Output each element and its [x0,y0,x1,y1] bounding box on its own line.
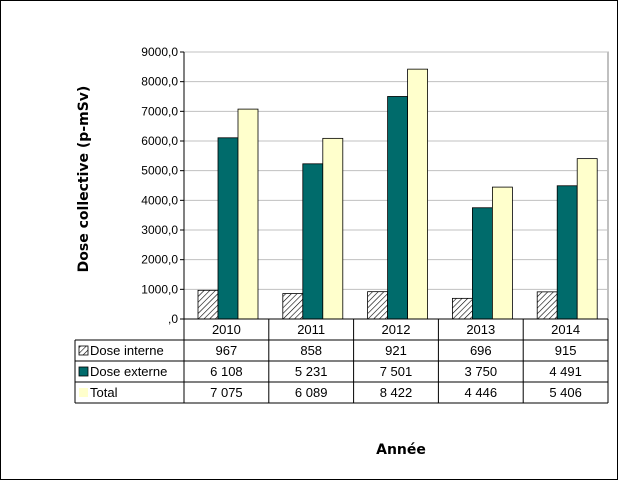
legend-key [78,366,89,377]
bar-dose-interne-2014 [536,291,558,320]
data-label: 7 075 [210,385,243,400]
legend-entry: Dose interne [90,343,164,358]
data-label: 967 [216,343,238,358]
data-label: 915 [555,343,577,358]
y-tick-label: 2000,0 [141,253,178,267]
bar-total-2010 [237,108,259,320]
bar-dose-externe-2013 [471,207,493,320]
bar-total-2011 [322,137,344,320]
data-label: 7 501 [380,364,413,379]
data-label: 5 406 [549,385,582,400]
legend-entry: Dose externe [90,364,167,379]
bar-total-2013 [491,186,513,320]
y-tick-label: 3000,0 [141,223,178,237]
y-axis-ticks: ,0 1000,0 2000,0 3000,0 4000,0 5000,0 6000,0 70… [141,45,184,326]
data-label: 4 446 [465,385,498,400]
bar-dose-externe-2012 [387,96,409,320]
x-tick-label: 2014 [551,322,580,337]
bar-dose-interne-2011 [282,293,304,320]
bar-dose-externe-2010 [217,137,239,320]
bar-total-2014 [576,158,598,320]
legend-key [78,345,89,356]
y-tick-label: 5000,0 [141,164,178,178]
y-tick-label: ,0 [168,312,178,326]
x-axis-title: Année [376,442,426,458]
x-tick-label: 2013 [466,322,495,337]
data-table: 2010 2011 2012 2013 2014 Dose interne 967 858 92… [74,318,609,404]
data-label: 696 [470,343,492,358]
data-label: 921 [385,343,407,358]
x-tick-label: 2010 [212,322,241,337]
data-label: 4 491 [549,364,582,379]
x-tick-label: 2012 [382,322,411,337]
data-label: 6 089 [295,385,328,400]
bar-dose-interne-2010 [197,289,219,320]
legend-entry: Total [90,385,118,400]
y-tick-label: 6000,0 [141,134,178,148]
data-label: 6 108 [210,364,243,379]
y-tick-label: 9000,0 [141,45,178,59]
bar-dose-externe-2011 [302,163,324,320]
bar-dose-interne-2012 [367,291,389,320]
bar-dose-interne-2013 [451,297,473,320]
bars [197,68,598,320]
legend-key [79,388,88,397]
data-label: 8 422 [380,385,413,400]
x-tick-label: 2011 [297,322,325,337]
y-tick-label: 7000,0 [141,104,178,118]
bar-total-2012 [407,68,429,320]
y-tick-label: 8000,0 [141,75,178,89]
y-axis-title: Dose collective (p-mSv) [76,86,92,273]
data-label: 3 750 [465,364,498,379]
data-label: 5 231 [295,364,328,379]
bar-dose-externe-2014 [556,185,578,320]
y-tick-label: 4000,0 [141,193,178,207]
data-label: 858 [300,343,322,358]
y-tick-label: 1000,0 [141,282,178,296]
